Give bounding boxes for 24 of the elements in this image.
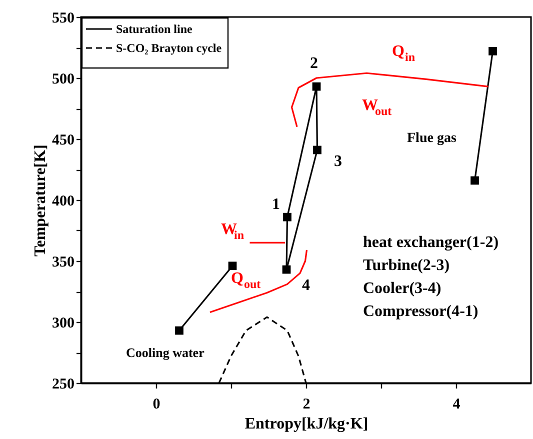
annotation: Compressor(4-1) <box>363 303 478 320</box>
y-tick-label: 400 <box>52 194 74 210</box>
legend-label: S-CO₂ Brayton cycle <box>116 41 222 55</box>
x-axis-title: Entropy[kJ/kg·K] <box>244 416 368 432</box>
annotation: Flue gas <box>407 131 457 146</box>
y-tick-label: 550 <box>52 10 74 26</box>
annotation: Cooler(3-4) <box>363 280 442 297</box>
annotation: 4 <box>302 277 310 294</box>
annotation: 3 <box>334 153 342 170</box>
y-tick-label: 350 <box>52 254 74 270</box>
y-tick-label: 250 <box>52 376 74 392</box>
annotation: heat exchanger(1-2) <box>363 234 499 251</box>
annotation: Turbine(2-3) <box>363 257 450 274</box>
y-tick-label: 500 <box>52 72 74 88</box>
x-tick-label: 0 <box>152 396 160 412</box>
annotation: 1 <box>272 196 280 213</box>
legend-label: Saturation line <box>116 22 194 36</box>
y-tick-label: 300 <box>52 316 74 332</box>
annotation: Cooling water <box>126 345 205 360</box>
x-tick-label: 2 <box>302 396 310 412</box>
y-axis-title: Temperature[K] <box>32 144 49 256</box>
y-tick-label: 450 <box>52 132 74 148</box>
annotation: 2 <box>310 55 318 72</box>
x-tick-label: 4 <box>452 396 461 412</box>
